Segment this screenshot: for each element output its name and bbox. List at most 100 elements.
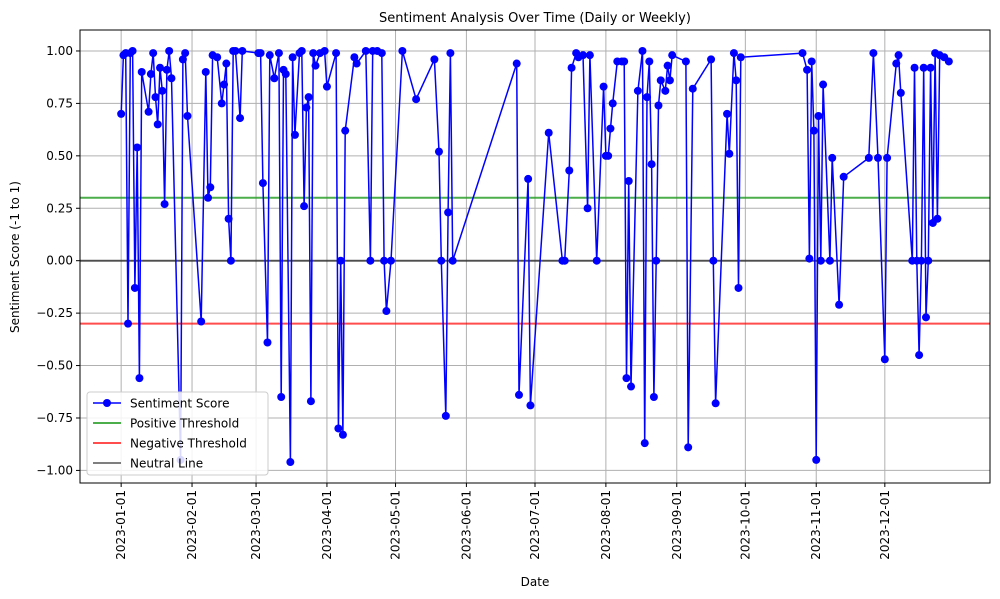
data-point [649, 393, 658, 402]
x-axis-label: Date [521, 575, 550, 589]
data-point [869, 49, 878, 58]
y-tick-label: −0.50 [36, 359, 73, 373]
x-ticks: 2023-01-01 2023-02-01 2023-03-01 2023-04-01… [114, 483, 892, 560]
data-point [732, 76, 741, 85]
data-point [707, 55, 716, 64]
data-point [158, 86, 167, 95]
data-point [514, 390, 523, 399]
x-tick-label: 2023-01-01 [114, 490, 128, 560]
data-point [608, 99, 617, 108]
data-point [302, 103, 311, 112]
data-point [231, 46, 240, 55]
data-point [446, 49, 455, 58]
data-point [286, 458, 295, 467]
data-point [803, 65, 812, 74]
data-point [213, 53, 222, 62]
data-point [894, 51, 903, 60]
data-point [544, 128, 553, 137]
data-point [643, 93, 652, 102]
x-tick-label: 2023-07-01 [528, 490, 542, 560]
data-point [361, 46, 370, 55]
data-point [567, 63, 576, 72]
data-point [274, 49, 283, 58]
data-point [592, 256, 601, 265]
data-point [130, 283, 139, 292]
data-point [309, 49, 318, 58]
data-point [263, 338, 272, 347]
legend-label: Positive Threshold [130, 417, 239, 431]
y-tick-label: −0.75 [36, 411, 73, 425]
data-point [864, 153, 873, 162]
y-tick-label: 1.00 [46, 44, 73, 58]
data-point [798, 49, 807, 58]
data-point [430, 55, 439, 64]
x-tick-label: 2023-09-01 [670, 490, 684, 560]
data-point [341, 126, 350, 135]
data-point [156, 63, 165, 72]
data-point [560, 256, 569, 265]
data-point [290, 130, 299, 139]
data-point [137, 67, 146, 76]
data-point [647, 160, 656, 169]
data-point [915, 351, 924, 360]
data-point [380, 256, 389, 265]
data-point [812, 455, 821, 464]
data-point [297, 46, 306, 55]
data-point [729, 49, 738, 58]
chart-title: Sentiment Analysis Over Time (Daily or W… [379, 11, 691, 26]
data-point [128, 46, 137, 55]
data-point [805, 254, 814, 263]
data-point [336, 256, 345, 265]
legend-box [86, 391, 269, 476]
data-point [183, 111, 192, 120]
data-point [441, 411, 450, 420]
data-point [892, 59, 901, 68]
data-point [583, 204, 592, 213]
data-point [217, 99, 226, 108]
data-point [661, 86, 670, 95]
data-point [146, 70, 155, 79]
x-tick-label: 2023-08-01 [599, 490, 613, 560]
data-point [334, 424, 343, 433]
data-point [444, 208, 453, 217]
data-point [604, 151, 613, 160]
data-point [350, 53, 359, 62]
legend-label: Sentiment Score [130, 397, 229, 411]
y-tick-label: −1.00 [36, 463, 73, 477]
data-point [238, 46, 247, 55]
data-point [814, 111, 823, 120]
data-point [725, 149, 734, 158]
data-point [167, 74, 176, 83]
data-point [910, 63, 919, 72]
data-point [825, 256, 834, 265]
data-point [160, 200, 169, 209]
legend-entry-positive-threshold: Positive Threshold [93, 417, 239, 431]
series-sentiment-score [117, 46, 953, 467]
data-point [204, 193, 213, 202]
data-point [807, 57, 816, 66]
data-point [599, 82, 608, 91]
data-point [281, 70, 290, 79]
data-point [382, 307, 391, 316]
data-point [624, 177, 633, 185]
data-point [377, 49, 386, 58]
y-tick-label: 0.25 [46, 201, 73, 215]
data-point [640, 439, 649, 448]
data-point [839, 172, 848, 181]
data-point [322, 82, 331, 91]
data-point [684, 443, 693, 452]
data-point [332, 49, 341, 58]
data-point [151, 93, 160, 102]
data-point [437, 256, 446, 265]
data-point [117, 109, 126, 118]
data-point [124, 319, 133, 328]
data-point [816, 256, 825, 265]
data-point [620, 57, 629, 66]
legend-entry-neutral-line: Neutral Line [93, 457, 203, 471]
x-tick-label: 2023-04-01 [320, 490, 334, 560]
data-point [622, 374, 631, 383]
data-point [526, 401, 535, 410]
data-point [386, 256, 395, 265]
data-point [162, 65, 171, 74]
